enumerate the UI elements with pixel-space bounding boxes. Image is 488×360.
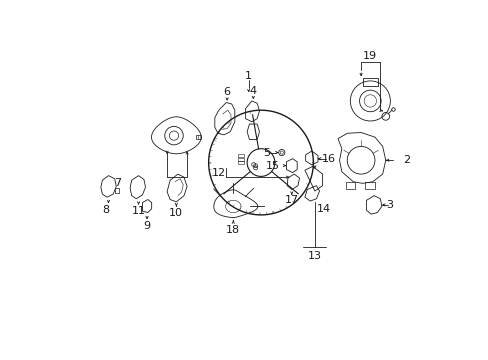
Text: 7: 7 <box>114 178 122 188</box>
Text: 11: 11 <box>131 206 145 216</box>
Text: 8: 8 <box>102 204 110 215</box>
Text: 14: 14 <box>316 204 330 214</box>
Text: 1: 1 <box>244 72 252 81</box>
Text: 6: 6 <box>223 87 230 98</box>
Text: 18: 18 <box>226 225 240 235</box>
Text: 5: 5 <box>263 148 269 158</box>
Text: 9: 9 <box>143 221 150 231</box>
Text: 4: 4 <box>249 86 256 96</box>
Text: 13: 13 <box>307 252 321 261</box>
Text: 15: 15 <box>265 161 279 171</box>
Text: 10: 10 <box>169 208 183 217</box>
Text: 16: 16 <box>321 154 335 164</box>
Text: 3: 3 <box>386 200 392 210</box>
Text: 19: 19 <box>363 51 377 61</box>
Text: 12: 12 <box>211 167 225 177</box>
Text: 17: 17 <box>284 195 298 205</box>
Text: 2: 2 <box>403 155 410 165</box>
